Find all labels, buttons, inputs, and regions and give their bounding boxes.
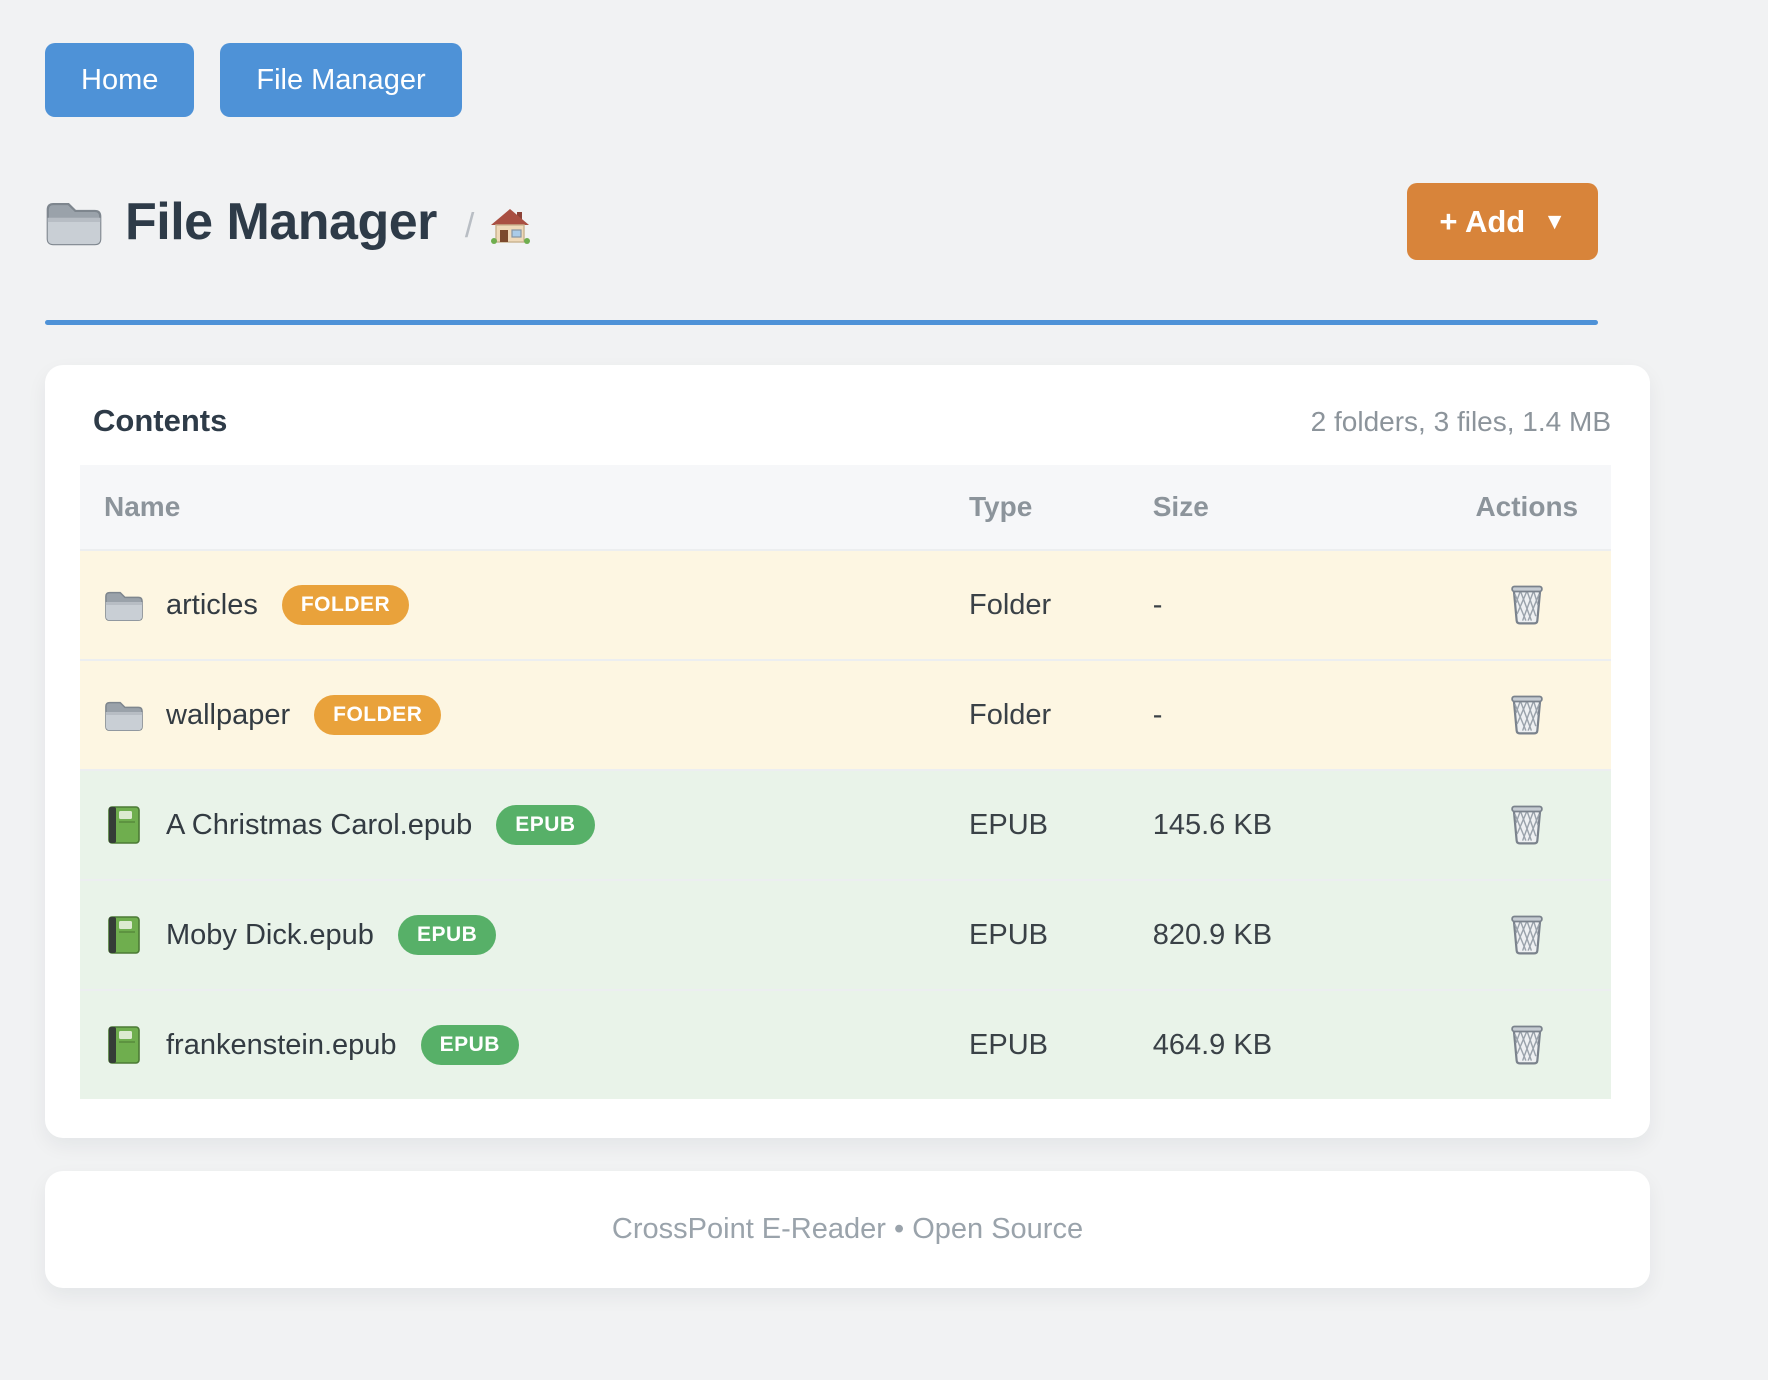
type-badge: FOLDER bbox=[281, 585, 410, 625]
delete-button[interactable] bbox=[1504, 577, 1550, 629]
delete-button[interactable] bbox=[1504, 1017, 1550, 1069]
book-icon bbox=[108, 1026, 140, 1064]
type-cell: EPUB bbox=[945, 769, 1129, 879]
page-title: File Manager bbox=[125, 192, 437, 251]
contents-summary: 2 folders, 3 files, 1.4 MB bbox=[1310, 406, 1611, 437]
trash-icon bbox=[1510, 915, 1543, 955]
chevron-down-icon: ▼ bbox=[1543, 208, 1566, 234]
contents-title: Contents bbox=[93, 403, 228, 438]
footer-card: CrossPoint E-Reader • Open Source bbox=[45, 1171, 1650, 1288]
delete-button[interactable] bbox=[1504, 687, 1550, 739]
book-icon bbox=[108, 806, 140, 844]
page: Home File Manager File Manager / + Add ▼… bbox=[45, 43, 1768, 1288]
delete-button[interactable] bbox=[1504, 907, 1550, 959]
add-button-label: + Add bbox=[1439, 203, 1526, 239]
home-button[interactable]: Home bbox=[45, 43, 195, 117]
trash-icon bbox=[1510, 695, 1543, 735]
house-icon bbox=[490, 207, 532, 245]
table-row: articles FOLDER Folder - bbox=[80, 549, 1611, 659]
footer-text: CrossPoint E-Reader • Open Source bbox=[611, 1213, 1084, 1245]
table-row: wallpaper FOLDER Folder - bbox=[80, 659, 1611, 769]
folder-icon bbox=[105, 591, 143, 622]
table-row: Moby Dick.epub EPUB EPUB 820.9 KB bbox=[80, 879, 1611, 989]
column-header-size: Size bbox=[1128, 465, 1443, 549]
column-header-name: Name bbox=[80, 465, 946, 549]
column-header-type: Type bbox=[945, 465, 1129, 549]
delete-button[interactable] bbox=[1504, 797, 1550, 849]
size-cell: - bbox=[1128, 549, 1443, 659]
contents-card-header: Contents 2 folders, 3 files, 1.4 MB bbox=[80, 403, 1611, 439]
column-header-actions: Actions bbox=[1442, 465, 1611, 549]
type-cell: Folder bbox=[945, 549, 1129, 659]
folder-icon bbox=[46, 202, 102, 245]
folder-icon bbox=[105, 701, 143, 732]
book-icon bbox=[108, 916, 140, 954]
trash-icon bbox=[1510, 585, 1543, 625]
type-badge: EPUB bbox=[397, 915, 497, 955]
type-cell: EPUB bbox=[945, 879, 1129, 989]
type-badge: FOLDER bbox=[314, 695, 442, 735]
type-badge: EPUB bbox=[420, 1025, 519, 1065]
table-row: A Christmas Carol.epub EPUB EPUB 145.6 K… bbox=[80, 769, 1611, 879]
table-header-row: Name Type Size Actions bbox=[80, 465, 1611, 549]
file-name-link[interactable]: Moby Dick.epub bbox=[166, 918, 374, 951]
contents-card: Contents 2 folders, 3 files, 1.4 MB Name… bbox=[45, 365, 1650, 1138]
trash-icon bbox=[1510, 805, 1543, 845]
size-cell: 820.9 KB bbox=[1128, 879, 1443, 989]
size-cell: 145.6 KB bbox=[1128, 769, 1443, 879]
file-name-link[interactable]: articles bbox=[166, 588, 258, 621]
breadcrumb-home-link[interactable] bbox=[490, 207, 532, 245]
type-cell: EPUB bbox=[945, 989, 1129, 1099]
file-table: Name Type Size Actions articles FOLDER F… bbox=[80, 465, 1611, 1099]
trash-icon bbox=[1510, 1025, 1543, 1065]
add-button[interactable]: + Add ▼ bbox=[1407, 183, 1598, 260]
top-nav: Home File Manager bbox=[45, 43, 1768, 117]
size-cell: - bbox=[1128, 659, 1443, 769]
type-cell: Folder bbox=[945, 659, 1129, 769]
breadcrumb-separator: / bbox=[464, 207, 475, 245]
title-row: File Manager / + Add ▼ bbox=[45, 183, 1598, 260]
file-name-link[interactable]: A Christmas Carol.epub bbox=[166, 808, 473, 841]
file-name-link[interactable]: frankenstein.epub bbox=[166, 1028, 397, 1061]
file-manager-button[interactable]: File Manager bbox=[220, 43, 462, 117]
size-cell: 464.9 KB bbox=[1128, 989, 1443, 1099]
file-name-link[interactable]: wallpaper bbox=[166, 698, 291, 731]
type-badge: EPUB bbox=[496, 805, 595, 845]
table-row: frankenstein.epub EPUB EPUB 464.9 KB bbox=[80, 989, 1611, 1099]
header-divider bbox=[45, 320, 1598, 325]
page-header: File Manager / + Add ▼ bbox=[45, 183, 1598, 325]
